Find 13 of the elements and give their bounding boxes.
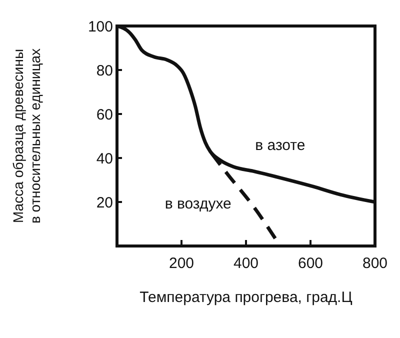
x-axis-title: Температура прогрева, град.Ц xyxy=(140,289,352,306)
y-tick-label: 40 xyxy=(96,150,113,168)
y-tick-label: 60 xyxy=(96,106,113,124)
x-tick-label: 200 xyxy=(168,255,194,272)
y-tick-label: 100 xyxy=(88,18,113,36)
x-tick-label: 800 xyxy=(362,255,388,272)
series-label: в азоте xyxy=(255,136,306,154)
x-tick-label: 400 xyxy=(233,255,259,272)
y-axis-title: Масса образца древесины в относительных единицах xyxy=(10,48,44,224)
y-tick-label: 80 xyxy=(96,62,113,80)
y-tick-label: 20 xyxy=(96,194,113,212)
x-tick-label: 600 xyxy=(298,255,324,272)
series-label: в воздухе xyxy=(164,195,232,212)
